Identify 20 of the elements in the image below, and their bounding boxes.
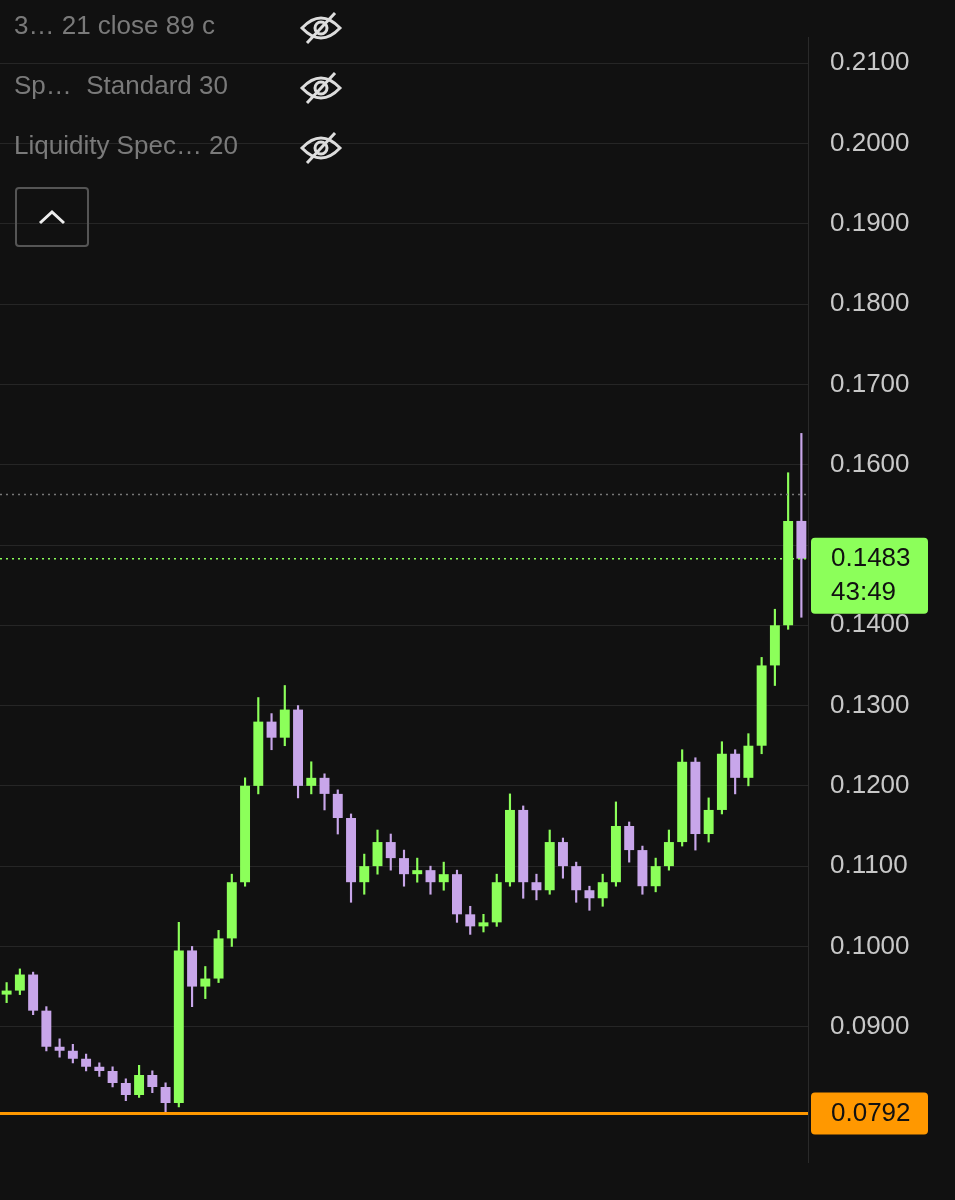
y-tick-label: 0.1800 (830, 287, 910, 318)
y-tick-label: 0.2100 (830, 46, 910, 77)
ref-line-label: 0.0792 (831, 1096, 911, 1127)
candlestick (531, 873, 542, 901)
candlestick (478, 913, 489, 933)
y-tick-label: 0.1100 (830, 849, 908, 880)
annotation: Sp… Standard 30 (14, 70, 228, 100)
y-tick-label: 0.1200 (830, 769, 910, 800)
y-tick-label: 0.1000 (830, 929, 910, 960)
ref-line-label: 0.1483 43:49 (831, 541, 911, 606)
y-tick-label: 0.1900 (830, 207, 910, 238)
annotation: Liquidity Spec… 20 (14, 130, 239, 160)
y-tick-label: 0.2000 (830, 126, 910, 157)
annotation: 3… 21 close 89 c (14, 10, 215, 40)
y-tick-label: 0.1400 (830, 608, 910, 639)
y-tick-label: 0.1300 (830, 688, 910, 719)
y-tick-label: 0.1600 (830, 447, 910, 478)
y-tick-label: 0.1700 (830, 367, 910, 398)
y-tick-label: 0.0900 (830, 1009, 910, 1040)
candlestick (584, 885, 595, 911)
